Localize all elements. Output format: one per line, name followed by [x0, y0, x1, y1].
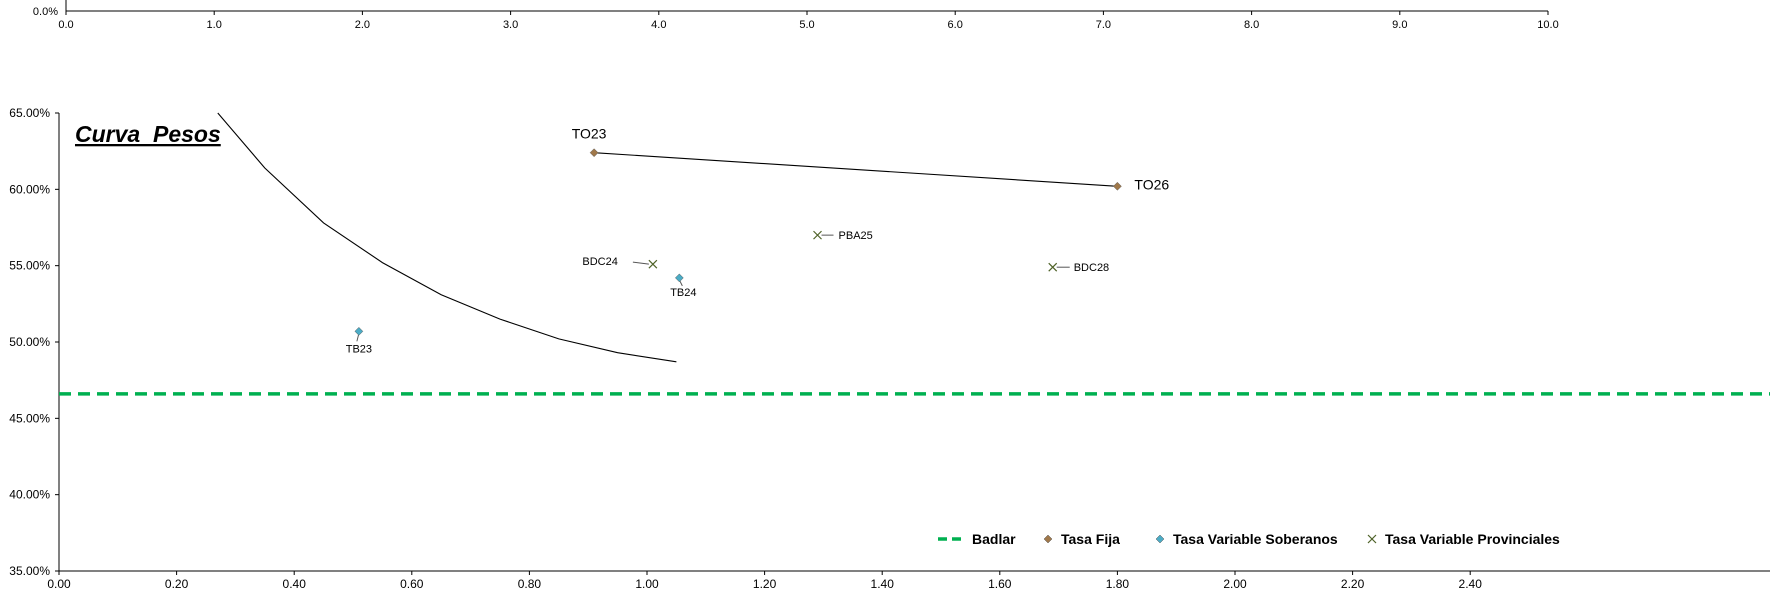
legend-item-badlar: Badlar: [938, 531, 1016, 547]
x-tick-label: 1.60: [988, 577, 1012, 591]
point-label-tb24: TB24: [670, 287, 696, 299]
point-marker-tb24: [674, 273, 684, 283]
point-label-bdc28: BDC28: [1074, 262, 1109, 274]
marker-stroke: [648, 259, 658, 269]
point-label-to23: TO23: [572, 126, 607, 142]
x-tick-label: 0.00: [47, 577, 71, 591]
x-tick-label: 2.20: [1341, 577, 1365, 591]
x-tick-label: 1.20: [753, 577, 777, 591]
top-x-tick-label: 2.0: [355, 19, 370, 31]
top-x-tick-label: 3.0: [503, 19, 518, 31]
x-tick-label: 1.40: [871, 577, 895, 591]
point-label-pba25: PBA25: [839, 230, 873, 242]
legend-label: Badlar: [972, 531, 1016, 547]
legend-item-tasa-variable-soberanos: Tasa Variable Soberanos: [1155, 531, 1338, 547]
fixed-rate-line: [594, 152, 1118, 187]
x-tick-label: 0.80: [518, 577, 542, 591]
legend-label: Tasa Variable Soberanos: [1173, 531, 1338, 547]
top-x-tick-label: 10.0: [1537, 19, 1558, 31]
x-tick-label: 0.20: [165, 577, 189, 591]
y-tick-label: 35.00%: [9, 564, 50, 578]
legend-label: Tasa Variable Provinciales: [1385, 531, 1560, 547]
y-tick-label: 40.00%: [9, 488, 50, 502]
point-label-tb23: TB23: [346, 343, 372, 355]
point-label-to26: TO26: [1134, 176, 1169, 192]
top-axis-chart: 0.0%0.0 1.0 2.0 3.0 4.0 5.0 6.0 7.0 8.0 9.0 10.0: [33, 0, 1559, 31]
legend-swatch: [1155, 534, 1165, 544]
point-marker-bdc28: [1048, 262, 1058, 272]
top-x-tick-label: 4.0: [651, 19, 666, 31]
x-tick-label: 2.00: [1223, 577, 1247, 591]
point-marker-to23: [589, 148, 599, 158]
x-tick-label: 1.80: [1106, 577, 1130, 591]
point-marker-tb23: [354, 326, 364, 336]
legend-item-tasa-fija: Tasa Fija: [1043, 531, 1120, 547]
top-x-tick-label: 6.0: [948, 19, 963, 31]
legend-label: Tasa Fija: [1061, 531, 1120, 547]
y-tick-label: 55.00%: [9, 259, 50, 273]
top-x-tick-label: 5.0: [799, 19, 814, 31]
top-x-tick-label: 7.0: [1096, 19, 1111, 31]
x-tick-label: 0.60: [400, 577, 424, 591]
marker-stroke: [813, 230, 822, 240]
chart-title: Curva Pesos: [75, 121, 221, 147]
legend-item-tasa-variable-provinciales: Tasa Variable Provinciales: [1367, 531, 1560, 547]
top-x-tick-label: 0.0: [58, 19, 73, 31]
legend: Badlar Tasa Fija Tasa Variable Soberanos Ta…: [938, 531, 1560, 547]
curva-pesos-chart: 35.00% 40.00% 45.00% 50.00% 55.00% 60.00% 65.0…: [9, 106, 1770, 591]
point-label-bdc24: BDC24: [582, 256, 617, 268]
y-tick-label: 65.00%: [9, 106, 50, 120]
top-x-tick-label: 8.0: [1244, 19, 1259, 31]
legend-swatch: [1367, 534, 1377, 544]
marker-stroke: [1048, 262, 1058, 272]
y-tick-label: 50.00%: [9, 335, 50, 349]
legend-swatch: [1043, 534, 1053, 544]
y-tick-label: 45.00%: [9, 411, 50, 425]
top-y-tick-label: 0.0%: [33, 6, 58, 18]
x-tick-label: 2.40: [1459, 577, 1483, 591]
top-x-tick-label: 9.0: [1392, 19, 1407, 31]
point-marker-to26: [1113, 181, 1122, 191]
y-tick-label: 60.00%: [9, 182, 50, 196]
x-tick-label: 0.40: [283, 577, 307, 591]
trend-curve: [217, 112, 677, 363]
point-marker-pba25: [813, 230, 822, 240]
label-leader: [632, 261, 649, 265]
point-marker-bdc24: [648, 259, 658, 269]
top-x-tick-label: 1.0: [207, 19, 222, 31]
x-tick-label: 1.00: [635, 577, 659, 591]
